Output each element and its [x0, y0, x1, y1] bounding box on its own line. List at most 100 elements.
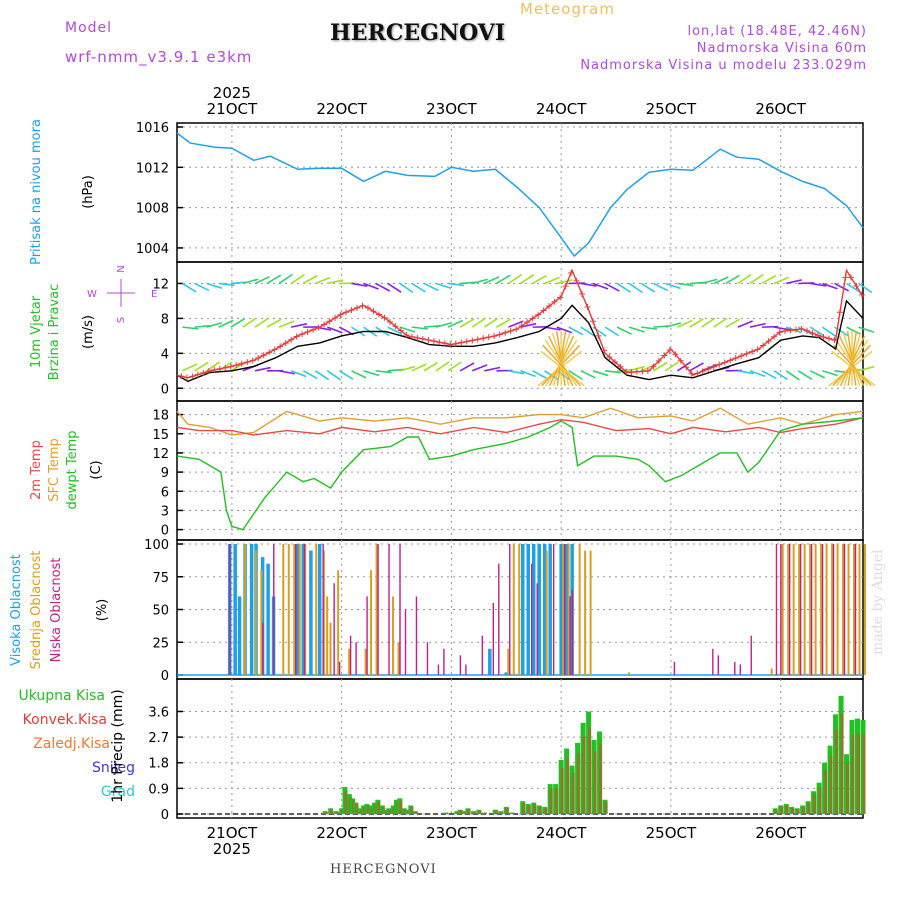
cloud-bar	[520, 544, 525, 675]
cloud-bar	[443, 648, 445, 675]
wind-gust-marker	[304, 328, 311, 335]
cloud-bar	[564, 544, 569, 675]
wind-gust-marker	[348, 307, 355, 314]
precip-bar-conv	[824, 770, 828, 814]
wind-direction-arrow	[592, 370, 609, 377]
cloud-bar	[304, 544, 307, 675]
wind-direction-arrow	[182, 282, 197, 293]
precip-bar-conv	[399, 800, 403, 814]
wind-direction-arrow	[544, 276, 560, 285]
y-tick-label: 100	[144, 538, 169, 553]
wind-direction-arrow	[580, 282, 597, 287]
cloud-bar	[309, 550, 313, 675]
wind-direction-arrow	[846, 282, 861, 293]
y-tick-label: 0	[161, 669, 169, 684]
precip-bar-conv	[511, 812, 515, 814]
cloud-bar	[858, 544, 861, 675]
panel-frame-4	[176, 678, 864, 819]
wind-direction-arrow	[568, 326, 584, 336]
wind-gust-marker	[666, 347, 673, 354]
cloud-bar	[821, 544, 824, 675]
cloud-bar	[303, 544, 306, 675]
wind-direction-arrow	[496, 318, 511, 328]
wind-gust-marker	[436, 339, 443, 346]
cloud-bar	[509, 544, 511, 675]
wind-unit: (m/s)	[81, 315, 96, 349]
wind-gust-marker	[716, 361, 723, 368]
wind-direction-arrow	[447, 361, 462, 372]
precip-bar-conv	[522, 803, 526, 814]
cloud-bar	[531, 563, 533, 675]
wind-direction-arrow	[435, 282, 452, 290]
cloud-bar	[262, 622, 264, 675]
cloud-bar	[787, 544, 790, 675]
cloud-bar	[843, 544, 846, 675]
wind-direction-arrow	[278, 273, 293, 285]
cloud-bar	[673, 661, 676, 675]
wind-gust-marker	[628, 369, 635, 376]
pressure-title: Pritisak na nivou mora	[29, 119, 44, 265]
wind-gust-marker	[639, 368, 646, 375]
pressure-line	[176, 132, 864, 258]
wind-direction-arrow	[194, 361, 209, 372]
pressure-unit: (hPa)	[81, 175, 96, 209]
wind-direction-arrow	[822, 370, 838, 377]
wind-direction-arrow	[821, 326, 837, 337]
cloud-bar	[836, 544, 839, 675]
precip-bar-conv	[377, 801, 381, 814]
wind-gust-marker	[403, 331, 410, 338]
wind-direction-arrow	[194, 282, 210, 292]
cloud-bar	[370, 570, 373, 675]
cloud-bar	[803, 544, 806, 675]
wind-direction-arrow	[194, 324, 211, 328]
page-title: HERCEGNOVI	[330, 20, 506, 46]
wind-direction-arrow	[411, 326, 428, 330]
wind-gust-marker	[496, 331, 503, 338]
wind-direction-arrow	[520, 322, 537, 328]
wind-direction-arrow	[302, 274, 318, 285]
wind-gust-marker	[853, 283, 860, 290]
wind-gust-marker	[364, 304, 371, 311]
cloud-bar	[820, 544, 823, 675]
wind-gust-marker	[485, 334, 492, 341]
cloud-bar	[712, 648, 714, 675]
wind-gust-marker	[672, 351, 679, 358]
cloud-bar	[750, 635, 752, 675]
wind-title-1: 10m Vjetar	[29, 295, 44, 368]
wind-gust-marker	[386, 318, 393, 325]
wind-gust-marker	[694, 370, 701, 377]
wind-direction-arrow	[314, 276, 331, 285]
y-tick-label: 12	[152, 277, 169, 292]
precip-bar-conv	[344, 791, 348, 814]
precip-bar-conv	[414, 811, 418, 814]
cloud-bar	[437, 664, 440, 675]
cloud-bar	[426, 642, 429, 675]
time-tick-bottom: 23OCT	[426, 824, 477, 842]
cloud-bar	[825, 544, 828, 675]
wind-gust-marker	[814, 332, 821, 339]
precip-bar-conv	[330, 809, 334, 814]
cloud-bar	[504, 672, 509, 675]
precip-bar-conv	[478, 810, 482, 814]
wind-direction-arrow	[548, 335, 574, 386]
wind-direction-arrow	[399, 282, 414, 294]
wind-direction-arrow	[423, 361, 439, 372]
y-tick-label: 4	[161, 347, 169, 362]
wind-gust-marker	[688, 370, 695, 377]
wind-direction-arrow	[785, 370, 800, 381]
cloud-bar	[322, 544, 324, 675]
wind-direction-arrow	[628, 282, 643, 294]
cloud-bar	[348, 648, 351, 675]
time-tick-top: 22OCT	[316, 100, 367, 118]
cloud-bar	[589, 550, 592, 675]
cloud-bar	[498, 563, 500, 675]
precip-legend-item: Konvek.Kisa	[23, 712, 107, 728]
cloud-bar	[831, 544, 834, 675]
wind-gust-marker	[771, 333, 778, 340]
cloud-bar	[333, 583, 335, 675]
wind-gust-marker	[738, 352, 745, 359]
y-tick-label: 0	[161, 524, 169, 539]
precip-bar-conv	[807, 803, 811, 814]
time-tick-bottom: 24OCT	[536, 824, 587, 842]
compass-south: S	[116, 317, 127, 323]
